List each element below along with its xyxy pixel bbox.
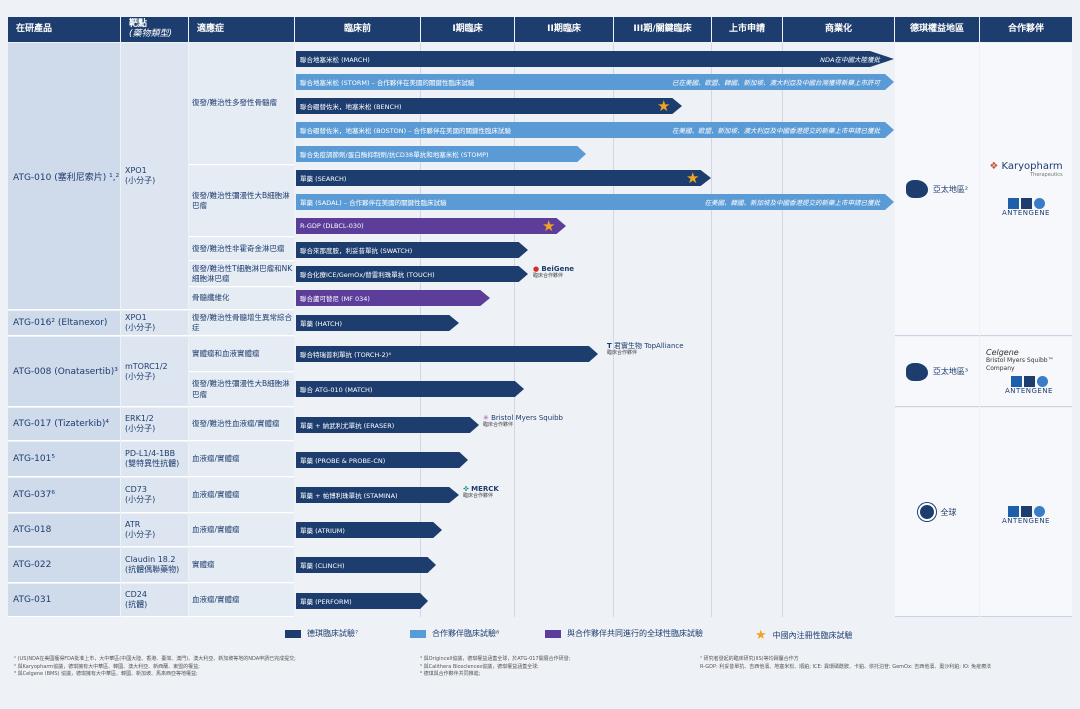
header-region: 德琪權益地區 (895, 17, 979, 42)
target-erk: ERK1/2 (小分子) (121, 408, 188, 441)
target-xpo1: XPO1 (小分子) (121, 43, 188, 310)
legend-item-partner: 合作夥伴臨床試驗⁸ (410, 628, 499, 639)
target-pdl1: PD-L1/4-1BB (雙特異性抗體) (121, 442, 188, 477)
bar-stomp: 聯合免疫調節劑/蛋白酶抑制劑/抗CD38單抗和地塞米松 (STOMP) (296, 146, 586, 162)
phase-divider (514, 43, 515, 617)
header-phase-1: I期臨床 (421, 17, 514, 42)
bar-storm: 聯合地塞米松 (STORM) – 合作夥伴在美國的關鍵性臨床試驗 已在美國、歐盟、… (296, 74, 894, 90)
product-atg-008: ATG-008 (Onatasertib)³ (8, 337, 120, 407)
partner-cell-2: Celgene Bristol Myers Squibb™ Company AN… (980, 337, 1072, 407)
indication-dlbcl-2: 復發/難治性彌漫性大B細胞淋巴瘤 (189, 373, 294, 407)
product-atg-022: ATG-022 (8, 548, 120, 583)
target-xpo1-b: XPO1 (小分子) (121, 311, 188, 336)
beigene-logo: ● BeiGene 臨床合作夥伴 (533, 265, 575, 279)
bar-clinch: 單藥 (CLINCH) (296, 557, 436, 573)
indication-mf: 骨髓纖維化 (189, 288, 294, 310)
indication-heme-solid: 復發/難治性血液瘤/實體瘤 (189, 408, 294, 441)
bar-mf034: 聯合蘆可替尼 (MF 034) (296, 290, 490, 306)
asia-map-icon (905, 362, 928, 381)
target-atr: ATR (小分子) (121, 514, 188, 547)
bar-eraser: 單藥 + 納武利尤單抗 (ERASER) (296, 417, 479, 433)
bar-stamina: 單藥 + 帕博利珠單抗 (STAMINA) (296, 487, 459, 503)
antengene-logo: ANTENGENE (1002, 505, 1050, 525)
product-atg-101: ATG-101⁵ (8, 442, 120, 477)
indication-tcl: 復發/難治性T細胞淋巴瘤和NK細胞淋巴瘤 (189, 262, 294, 287)
star-icon: ★ (755, 628, 767, 643)
partner-cell-3: ANTENGENE (980, 408, 1072, 617)
bar-sadal: 單藥 (SADAL) – 合作夥伴在美國的關鍵性臨床試驗 在美國、韓國、新加坡及中… (296, 194, 894, 210)
antengene-logo: ANTENGENE (1005, 375, 1053, 395)
bar-atrium: 單藥 (ATRIUM) (296, 522, 442, 538)
bms-clinical-logo: ✳ Bristol Myers Squibb 臨床合作夥伴 (483, 414, 563, 428)
header-phase-3: III期/關鍵臨床 (614, 17, 711, 42)
phase-divider (782, 43, 783, 617)
footnotes-col-1: ¹ (US)NDA在美國獲得FDA批准上市，大中華區(中國大陸、香港、臺灣、澳門… (14, 656, 296, 677)
indication-heme-solid-5: 血液瘤/實體瘤 (189, 584, 294, 617)
footnotes-col-2: ⁴ 與Origincell協議，德琪權益涵蓋全球，於ATG-017開展合作研發;… (420, 656, 571, 677)
bar-match: 聯合 ATG-010 (MATCH) (296, 381, 524, 397)
target-cd24: CD24 (抗體) (121, 584, 188, 617)
indication-solid: 實體瘤和血液實體瘤 (189, 337, 294, 372)
partner-cell-1: ❖ Karyopharm Therapeutics ANTENGENE (980, 43, 1072, 336)
header-target: 靶點 (藥物類型) (121, 17, 188, 42)
bar-boston: 聯合硼替佐米，地塞米松 (BOSTON) – 合作夥伴在美國的關鍵性臨床試驗 在美… (296, 122, 894, 138)
indication-solid-2: 實體瘤 (189, 548, 294, 583)
legend-item-global: 與合作夥伴共同進行的全球性臨床試驗 (545, 628, 725, 639)
bar-hatch: 單藥 (HATCH) (296, 315, 459, 331)
bar-swatch: 聯合來那度胺，利妥昔單抗 (SWATCH) (296, 242, 528, 258)
region-apac-1: 亞太地區² (895, 43, 979, 336)
header-partner: 合作夥伴 (980, 17, 1072, 42)
merck-logo: ✜ MERCK 臨床合作夥伴 (463, 485, 499, 499)
bms-logo: Bristol Myers Squibb™ Company (986, 357, 1054, 372)
indication-heme-solid-2: 血液瘤/實體瘤 (189, 442, 294, 477)
bar-torch2: 聯合特瑞普利單抗 (TORCH-2)⁴ (296, 346, 598, 362)
indication-dlbcl: 復發/難治性彌漫性大B細胞淋巴瘤 (189, 166, 294, 237)
bar-rgdp: R-GDP (DLBCL-030) (296, 218, 566, 234)
region-global: 全球 (895, 408, 979, 617)
target-claudin: Claudin 18.2 (抗體偶聯藥物) (121, 548, 188, 583)
header-phase-preclinical: 臨床前 (295, 17, 420, 42)
star-icon: ★ (542, 217, 556, 235)
region-apac-2: 亞太地區³ (895, 337, 979, 407)
product-atg-031: ATG-031 (8, 584, 120, 617)
antengene-logo: ANTENGENE (1002, 198, 1050, 217)
karyopharm-logo: ❖ Karyopharm Therapeutics (989, 161, 1063, 178)
globe-icon (917, 503, 936, 521)
bar-probe: 單藥 (PROBE & PROBE-CN) (296, 452, 468, 468)
bar-perform: 單藥 (PERFORM) (296, 593, 428, 609)
indication-nhl: 復發/難治性非霍奇金淋巴瘤 (189, 238, 294, 261)
target-cd73: CD73 (小分子) (121, 478, 188, 513)
star-icon: ★ (686, 169, 700, 187)
header-product: 在研產品 (8, 17, 120, 42)
bar-bench: 聯合硼替佐米，地塞米松 (BENCH) (296, 98, 682, 114)
asia-map-icon (905, 180, 928, 198)
phase-divider (711, 43, 712, 617)
indication-mm: 復發/難治性多發性骨髓瘤 (189, 43, 294, 165)
phase-divider (613, 43, 614, 617)
header-phase-commercial: 商業化 (783, 17, 894, 42)
topalliance-logo: T 君實生物 TopAlliance 臨床合作夥伴 (607, 342, 684, 356)
product-atg-017: ATG-017 (Tizaterkib)⁴ (8, 408, 120, 441)
product-atg-010: ATG-010 (塞利尼索片) ¹,² (8, 43, 120, 310)
bar-march: 聯合地塞米松 (MARCH) NDA在中國大陸獲批 (296, 51, 894, 67)
header-phase-filing: 上市申請 (712, 17, 782, 42)
product-atg-037: ATG-037⁶ (8, 478, 120, 513)
bar-search: 單藥 (SEARCH) (296, 170, 711, 186)
indication-mds: 復發/難治性骨髓增生異常綜合症 (189, 311, 294, 336)
bar-touch: 聯合化療ICE/GemOx/替雷利珠單抗 (TOUCH) (296, 266, 528, 282)
indication-heme-solid-3: 血液瘤/實體瘤 (189, 478, 294, 513)
indication-heme-solid-4: 血液瘤/實體瘤 (189, 514, 294, 547)
header-phase-2: II期臨床 (515, 17, 613, 42)
footnotes-col-3: ⁷ 研究者發起的臨床研究(IIS)等均歸屬合作方 R-GDP: 利妥昔單抗、吉西… (700, 656, 992, 670)
celgene-logo: Celgene (986, 348, 1019, 358)
legend-item-china: ★ 中國內注冊性臨床試驗 (755, 628, 853, 643)
legend-item-antengene: 德琪臨床試驗⁷ (285, 628, 358, 639)
target-mtorc: mTORC1/2 (小分子) (121, 337, 188, 407)
star-icon: ★ (657, 97, 671, 115)
header-indication: 適應症 (189, 17, 294, 42)
product-atg-018: ATG-018 (8, 514, 120, 547)
product-atg-016: ATG-016² (Eltanexor) (8, 311, 120, 336)
